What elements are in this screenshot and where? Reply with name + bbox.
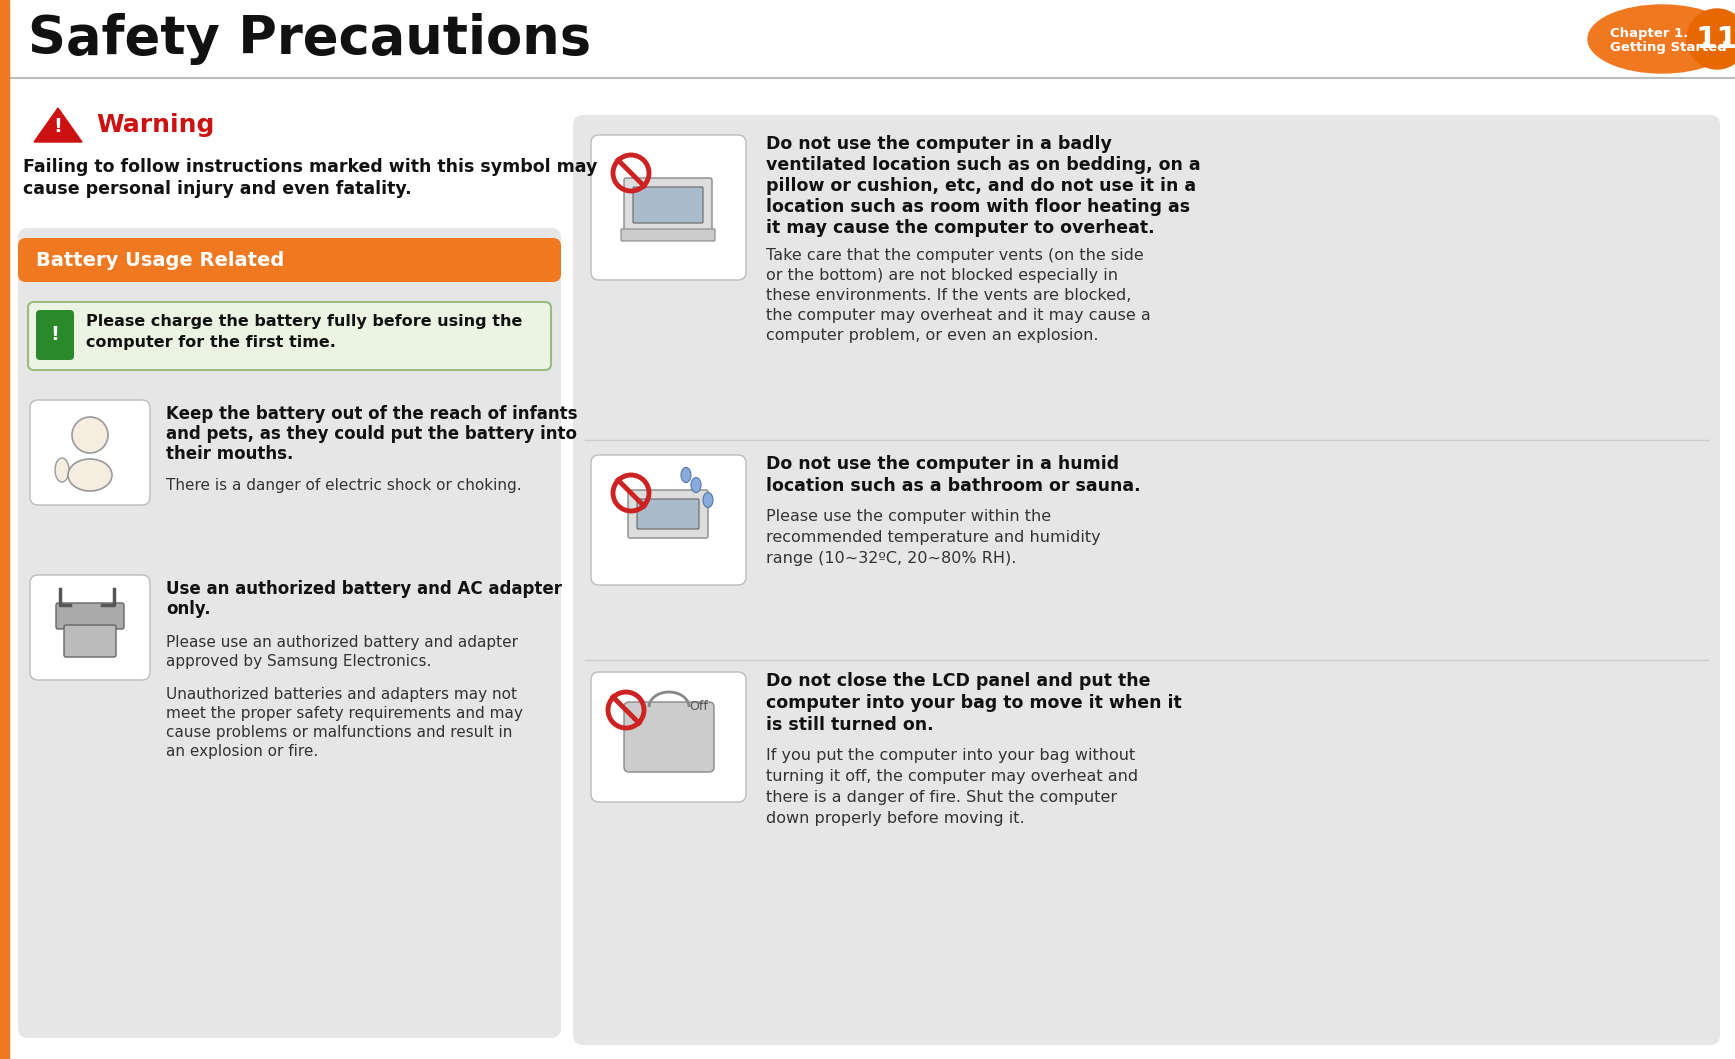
Text: these environments. If the vents are blocked,: these environments. If the vents are blo… xyxy=(765,288,1131,303)
Text: cause personal injury and even fatality.: cause personal injury and even fatality. xyxy=(23,180,411,198)
FancyBboxPatch shape xyxy=(592,672,746,802)
FancyBboxPatch shape xyxy=(29,400,149,505)
Ellipse shape xyxy=(56,457,69,482)
Text: cause problems or malfunctions and result in: cause problems or malfunctions and resul… xyxy=(167,725,512,740)
Circle shape xyxy=(71,417,108,453)
Text: Do not close the LCD panel and put the: Do not close the LCD panel and put the xyxy=(765,672,1150,690)
Text: computer for the first time.: computer for the first time. xyxy=(87,335,337,351)
Text: Please use an authorized battery and adapter: Please use an authorized battery and ada… xyxy=(167,635,519,650)
Text: is still turned on.: is still turned on. xyxy=(765,716,933,734)
FancyBboxPatch shape xyxy=(573,115,1719,1045)
Text: Warning: Warning xyxy=(95,113,215,137)
FancyBboxPatch shape xyxy=(36,310,75,360)
Text: !: ! xyxy=(50,325,59,344)
Text: Use an authorized battery and AC adapter: Use an authorized battery and AC adapter xyxy=(167,580,562,598)
Text: Keep the battery out of the reach of infants: Keep the battery out of the reach of inf… xyxy=(167,405,578,423)
FancyBboxPatch shape xyxy=(633,187,703,223)
Text: Unauthorized batteries and adapters may not: Unauthorized batteries and adapters may … xyxy=(167,687,517,702)
Text: computer problem, or even an explosion.: computer problem, or even an explosion. xyxy=(765,328,1098,343)
Text: 11: 11 xyxy=(1695,24,1735,54)
Text: Getting Started: Getting Started xyxy=(1610,41,1726,54)
Text: turning it off, the computer may overheat and: turning it off, the computer may overhea… xyxy=(765,769,1138,784)
Text: Take care that the computer vents (on the side: Take care that the computer vents (on th… xyxy=(765,248,1143,263)
Text: and pets, as they could put the battery into: and pets, as they could put the battery … xyxy=(167,425,578,443)
Text: Off: Off xyxy=(689,700,708,713)
Text: recommended temperature and humidity: recommended temperature and humidity xyxy=(765,530,1100,545)
FancyBboxPatch shape xyxy=(29,575,149,680)
Ellipse shape xyxy=(1588,5,1735,73)
FancyBboxPatch shape xyxy=(625,178,711,232)
FancyBboxPatch shape xyxy=(628,490,708,538)
Text: range (10~32ºC, 20~80% RH).: range (10~32ºC, 20~80% RH). xyxy=(765,551,1017,566)
Text: ventilated location such as on bedding, on a: ventilated location such as on bedding, … xyxy=(765,156,1201,174)
Text: computer into your bag to move it when it: computer into your bag to move it when i… xyxy=(765,694,1182,712)
Text: location such as a bathroom or sauna.: location such as a bathroom or sauna. xyxy=(765,477,1140,495)
Text: location such as room with floor heating as: location such as room with floor heating… xyxy=(765,198,1190,216)
Bar xyxy=(0,0,1735,78)
Ellipse shape xyxy=(68,459,113,491)
Text: Do not use the computer in a badly: Do not use the computer in a badly xyxy=(765,134,1112,152)
Text: approved by Samsung Electronics.: approved by Samsung Electronics. xyxy=(167,654,432,669)
Text: Please charge the battery fully before using the: Please charge the battery fully before u… xyxy=(87,315,522,329)
Text: If you put the computer into your bag without: If you put the computer into your bag wi… xyxy=(765,748,1135,762)
Text: Failing to follow instructions marked with this symbol may: Failing to follow instructions marked wi… xyxy=(23,158,597,176)
FancyBboxPatch shape xyxy=(621,229,715,241)
Ellipse shape xyxy=(682,467,691,483)
Text: pillow or cushion, etc, and do not use it in a: pillow or cushion, etc, and do not use i… xyxy=(765,177,1195,195)
Text: There is a danger of electric shock or choking.: There is a danger of electric shock or c… xyxy=(167,478,522,493)
Polygon shape xyxy=(35,108,82,142)
FancyBboxPatch shape xyxy=(17,238,560,282)
FancyBboxPatch shape xyxy=(592,134,746,280)
FancyBboxPatch shape xyxy=(625,702,715,772)
Text: !: ! xyxy=(54,118,62,137)
FancyBboxPatch shape xyxy=(592,455,746,585)
Text: down properly before moving it.: down properly before moving it. xyxy=(765,811,1025,826)
Text: their mouths.: their mouths. xyxy=(167,445,293,463)
Text: there is a danger of fire. Shut the computer: there is a danger of fire. Shut the comp… xyxy=(765,790,1117,805)
Circle shape xyxy=(1686,8,1735,69)
Text: the computer may overheat and it may cause a: the computer may overheat and it may cau… xyxy=(765,308,1150,323)
Text: meet the proper safety requirements and may: meet the proper safety requirements and … xyxy=(167,706,522,721)
FancyBboxPatch shape xyxy=(17,228,560,1038)
Text: or the bottom) are not blocked especially in: or the bottom) are not blocked especiall… xyxy=(765,268,1117,283)
FancyBboxPatch shape xyxy=(28,302,552,370)
Ellipse shape xyxy=(691,478,701,492)
Text: it may cause the computer to overheat.: it may cause the computer to overheat. xyxy=(765,219,1154,237)
Text: Safety Precautions: Safety Precautions xyxy=(28,13,592,65)
Text: Chapter 1.: Chapter 1. xyxy=(1610,26,1688,40)
FancyBboxPatch shape xyxy=(64,625,116,657)
Text: only.: only. xyxy=(167,600,210,618)
Bar xyxy=(0,0,9,1059)
FancyBboxPatch shape xyxy=(637,499,699,530)
Text: an explosion or fire.: an explosion or fire. xyxy=(167,744,318,759)
Ellipse shape xyxy=(703,492,713,507)
Text: Please use the computer within the: Please use the computer within the xyxy=(765,509,1051,524)
FancyBboxPatch shape xyxy=(56,603,123,629)
Text: Do not use the computer in a humid: Do not use the computer in a humid xyxy=(765,455,1119,473)
Text: Battery Usage Related: Battery Usage Related xyxy=(36,251,285,269)
